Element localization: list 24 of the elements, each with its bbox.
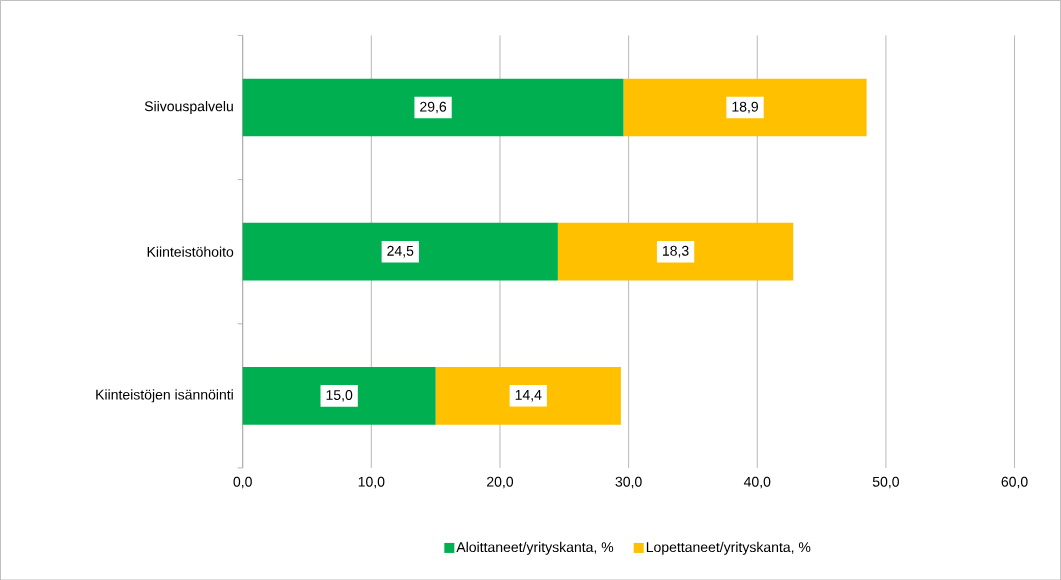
y-tick-label: Kiinteistöhoito — [147, 246, 234, 257]
data-label: 14,4 — [515, 389, 542, 402]
bar — [242, 78, 624, 137]
y-tick-label: Siivouspalvelu — [144, 100, 233, 114]
data-label: 18,3 — [663, 245, 689, 258]
bar — [242, 222, 558, 281]
x-tick-label: 40,0 — [743, 476, 771, 489]
x-tick-label: 10,0 — [358, 476, 385, 489]
legend-label: Aloittaneet/yrityskanta, % — [456, 541, 614, 555]
bar — [623, 78, 867, 137]
data-label: 24,5 — [387, 245, 414, 258]
legend-label: Lopettaneet/yrityskanta, % — [646, 541, 811, 555]
data-label: 18,9 — [732, 101, 759, 114]
x-tick-label: 30,0 — [615, 476, 642, 489]
data-label: 29,6 — [420, 101, 447, 114]
data-label: 15,0 — [326, 389, 353, 402]
bar — [557, 222, 794, 281]
x-tick-label: 50,0 — [872, 476, 899, 489]
bar — [435, 366, 621, 425]
x-tick-label: 20,0 — [487, 476, 514, 489]
x-tick-label: 60,0 — [1001, 476, 1028, 489]
y-tick-label: Kiinteistöjen isännöinti — [96, 389, 233, 403]
x-tick-label: 0,0 — [233, 476, 252, 489]
bar — [242, 366, 436, 425]
